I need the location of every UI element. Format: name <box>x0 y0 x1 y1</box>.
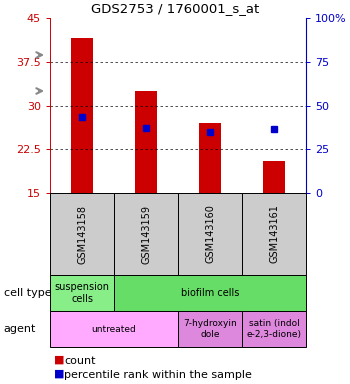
Text: GSM143160: GSM143160 <box>205 205 215 263</box>
Bar <box>199 123 221 193</box>
Text: untreated: untreated <box>92 324 136 333</box>
Text: biofilm cells: biofilm cells <box>181 288 239 298</box>
Text: 7-hydroxyin
dole: 7-hydroxyin dole <box>183 319 237 339</box>
Text: agent: agent <box>4 324 36 334</box>
Text: ■: ■ <box>54 355 64 365</box>
Text: count: count <box>64 356 96 366</box>
Text: GDS2753 / 1760001_s_at: GDS2753 / 1760001_s_at <box>91 2 259 15</box>
Text: suspension
cells: suspension cells <box>55 282 110 304</box>
Bar <box>135 91 157 193</box>
Text: GSM143159: GSM143159 <box>141 205 151 263</box>
Bar <box>71 38 93 193</box>
Text: percentile rank within the sample: percentile rank within the sample <box>64 370 252 380</box>
Bar <box>263 161 285 193</box>
Text: satin (indol
e-2,3-dione): satin (indol e-2,3-dione) <box>246 319 301 339</box>
Text: GSM143161: GSM143161 <box>269 205 279 263</box>
Text: cell type: cell type <box>4 288 51 298</box>
Text: ■: ■ <box>54 369 64 379</box>
Text: GSM143158: GSM143158 <box>77 205 87 263</box>
